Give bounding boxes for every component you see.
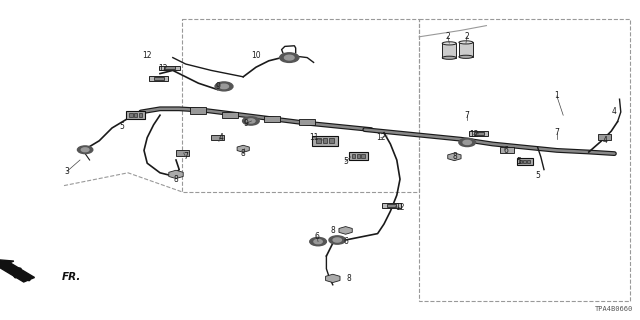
Bar [419, 19, 630, 301]
Circle shape [463, 140, 472, 145]
Circle shape [329, 236, 346, 244]
Bar [129, 113, 132, 117]
Bar [176, 150, 189, 156]
Bar [164, 67, 175, 69]
Bar [134, 113, 138, 117]
Circle shape [285, 55, 294, 60]
Bar [517, 158, 532, 165]
Text: 9: 9 [215, 82, 220, 91]
Text: 8: 8 [452, 152, 457, 161]
Bar [316, 138, 321, 143]
Bar [139, 113, 142, 117]
Circle shape [247, 119, 255, 123]
Text: 6: 6 [314, 232, 319, 241]
Text: 5: 5 [535, 172, 540, 180]
Bar [211, 135, 224, 140]
Text: 8: 8 [241, 149, 246, 158]
Text: 7: 7 [554, 128, 559, 137]
Circle shape [215, 82, 233, 91]
Bar [191, 107, 206, 114]
Text: 8: 8 [346, 274, 351, 283]
Bar [527, 160, 530, 163]
Bar [442, 43, 456, 58]
Text: 4: 4 [602, 136, 607, 145]
Bar [356, 154, 360, 158]
Text: 7: 7 [183, 152, 188, 161]
Text: 2: 2 [465, 32, 470, 41]
Bar [323, 138, 328, 143]
Circle shape [310, 237, 326, 246]
Bar [524, 160, 526, 163]
Bar [159, 66, 180, 70]
Text: 12: 12 [396, 204, 404, 212]
Bar [474, 132, 484, 135]
Text: 7: 7 [465, 111, 470, 120]
Text: 12: 12 [376, 133, 385, 142]
Bar [182, 19, 419, 192]
Circle shape [280, 53, 299, 62]
Circle shape [81, 148, 89, 152]
Polygon shape [169, 170, 183, 179]
Text: 6: 6 [343, 237, 348, 246]
Ellipse shape [442, 42, 456, 45]
Text: 12: 12 [143, 52, 152, 60]
Bar [598, 134, 611, 140]
Circle shape [333, 238, 342, 242]
Polygon shape [339, 227, 352, 234]
Text: TPA4B0660: TPA4B0660 [595, 306, 634, 312]
Bar [300, 119, 315, 125]
Text: 11: 11 [309, 133, 318, 142]
Text: 5: 5 [343, 157, 348, 166]
Text: 12: 12 [469, 130, 478, 139]
Polygon shape [448, 153, 461, 161]
Text: 10: 10 [251, 52, 261, 60]
Bar [149, 76, 168, 81]
Text: 9: 9 [244, 119, 249, 128]
Text: 2: 2 [445, 32, 451, 41]
Text: 4: 4 [612, 108, 617, 116]
Ellipse shape [459, 41, 473, 44]
Bar [223, 112, 238, 118]
Bar [500, 147, 514, 153]
Bar [264, 116, 280, 122]
Bar [387, 204, 397, 207]
Text: 8: 8 [173, 175, 179, 184]
Bar [126, 111, 145, 119]
Bar [312, 136, 338, 146]
Circle shape [459, 138, 476, 147]
Text: 8: 8 [330, 226, 335, 235]
Text: 1: 1 [554, 92, 559, 100]
Text: 6: 6 [503, 146, 508, 155]
Text: 4: 4 [218, 133, 223, 142]
Polygon shape [237, 145, 250, 152]
Bar [352, 154, 355, 158]
Bar [329, 138, 334, 143]
Text: FR.: FR. [62, 272, 81, 282]
Ellipse shape [459, 55, 473, 58]
Circle shape [314, 239, 323, 244]
Polygon shape [326, 274, 340, 283]
Circle shape [220, 84, 228, 89]
Bar [469, 131, 488, 136]
Circle shape [77, 146, 93, 154]
Bar [154, 77, 164, 80]
Text: 12: 12 [159, 64, 168, 73]
Ellipse shape [442, 56, 456, 59]
Bar [382, 203, 401, 208]
Bar [459, 42, 473, 57]
Text: 3: 3 [65, 167, 70, 176]
Text: 5: 5 [119, 122, 124, 131]
Bar [520, 160, 522, 163]
Text: 5: 5 [516, 157, 521, 166]
Bar [349, 152, 368, 160]
Bar [362, 154, 365, 158]
Circle shape [243, 117, 259, 125]
FancyArrow shape [0, 260, 35, 282]
